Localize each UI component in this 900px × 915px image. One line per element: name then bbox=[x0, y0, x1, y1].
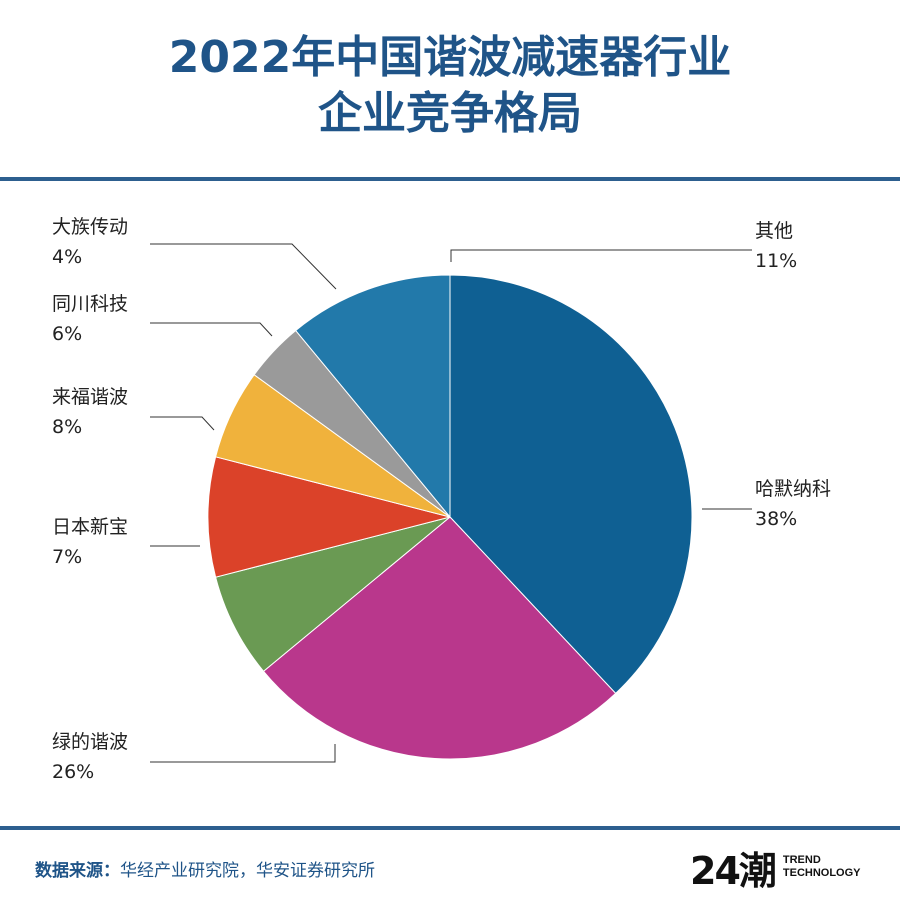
pie-slice-2 bbox=[262, 516, 617, 760]
slice-percent-1: 38% bbox=[755, 508, 797, 530]
slice-percent-2: 26% bbox=[52, 761, 94, 783]
brand-mark: 24潮 bbox=[690, 848, 777, 893]
brand-line1: TREND bbox=[782, 854, 821, 866]
pie-slice-7 bbox=[295, 274, 451, 519]
top-divider bbox=[0, 177, 900, 181]
pie-labels: 哈默纳科 38% 绿的谐波 26% 日本新宝 7% 来福谐波 8% 同川科技 6% 大族传动 4% 其他… bbox=[52, 216, 831, 783]
leader-line-6 bbox=[150, 243, 337, 290]
chart-title-line1: 2022年中国谐波减速器行业 bbox=[168, 32, 732, 83]
brand-logo: 24潮 TREND TECHNOLOGY bbox=[690, 842, 861, 893]
brand-line2: TECHNOLOGY bbox=[782, 867, 861, 879]
leader-line-2 bbox=[150, 744, 336, 763]
chart-title: 2022年中国谐波减速器行业 企业竞争格局 bbox=[0, 30, 900, 142]
leader-line-7 bbox=[450, 249, 752, 262]
pie-slice-1 bbox=[449, 274, 693, 695]
slice-percent-3: 7% bbox=[52, 546, 82, 568]
slice-percent-6: 4% bbox=[52, 246, 82, 268]
slice-label-1: 哈默纳科 bbox=[755, 478, 831, 500]
pie-leader-lines bbox=[150, 243, 752, 763]
leader-line-4 bbox=[150, 416, 215, 431]
slice-label-4: 来福谐波 bbox=[52, 386, 128, 408]
chart-title-line2: 企业竞争格局 bbox=[318, 88, 582, 139]
pie-slice-4 bbox=[207, 456, 451, 578]
slice-percent-5: 6% bbox=[52, 323, 82, 345]
slice-percent-4: 8% bbox=[52, 416, 82, 438]
data-source-label: 数据来源： bbox=[35, 861, 120, 881]
data-source: 数据来源：华经产业研究院，华安证券研究所 bbox=[35, 856, 375, 881]
pie-slices bbox=[207, 274, 693, 760]
bottom-divider bbox=[0, 826, 900, 830]
data-source-text: 华经产业研究院，华安证券研究所 bbox=[120, 861, 375, 881]
slice-label-3: 日本新宝 bbox=[52, 516, 128, 538]
slice-label-6: 大族传动 bbox=[52, 216, 128, 238]
slice-label-7: 其他 bbox=[755, 220, 793, 242]
slice-label-2: 绿的谐波 bbox=[52, 731, 128, 753]
brand-text: TREND TECHNOLOGY bbox=[783, 854, 861, 880]
pie-slice-3 bbox=[214, 516, 451, 672]
slice-percent-7: 11% bbox=[755, 250, 797, 272]
leader-line-5 bbox=[150, 322, 273, 337]
slice-label-5: 同川科技 bbox=[52, 293, 128, 315]
